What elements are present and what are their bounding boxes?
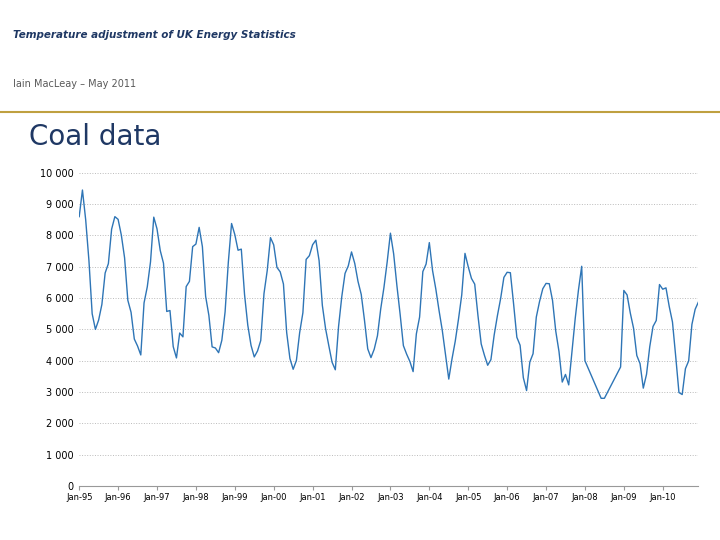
Text: Temperature adjustment of UK Energy Statistics: Temperature adjustment of UK Energy Stat… [13, 30, 296, 40]
Text: DEPARTMENT OF: DEPARTMENT OF [562, 16, 615, 21]
Text: ENERGY: ENERGY [562, 42, 637, 60]
Text: & CLIMATECHANGE: & CLIMATECHANGE [562, 81, 652, 90]
Text: Coal data: Coal data [29, 123, 161, 151]
Text: Iain MacLeay – May 2011: Iain MacLeay – May 2011 [13, 79, 136, 89]
Polygon shape [454, 11, 583, 108]
